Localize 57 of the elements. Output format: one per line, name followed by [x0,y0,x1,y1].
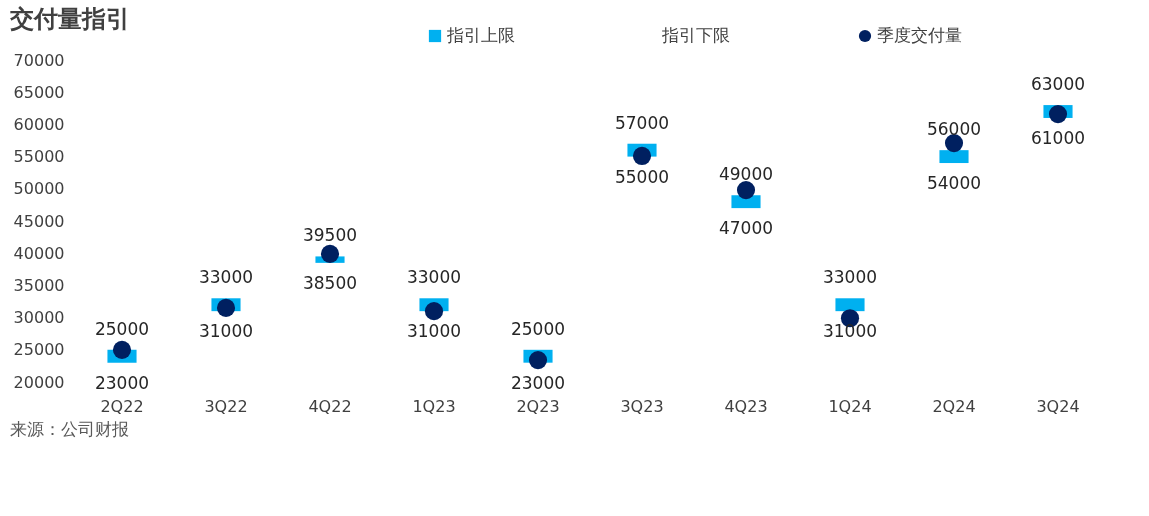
x-tick-label: 2Q22 [100,396,144,416]
annotation: 61000 [1030,127,1086,148]
x-tick-label: 4Q22 [308,396,352,416]
y-tick-label: 25000 [13,340,65,360]
annotation: 39500 [302,225,358,246]
annotation: 33000 [406,267,462,288]
legend-label: 季度交付量 [877,25,962,45]
point [944,134,964,153]
x-tick-label: 4Q23 [724,396,768,416]
annotation: 38500 [302,272,358,293]
y-tick-label: 20000 [13,372,65,392]
annotation: 23000 [94,372,150,393]
annotation: 25000 [510,318,566,339]
y-tick-label: 35000 [13,275,65,295]
point [424,302,444,321]
annotation: 33000 [822,267,878,288]
annotation: 31000 [822,321,878,342]
annotation: 63000 [1030,74,1086,95]
annotation: 54000 [926,173,982,194]
point [632,146,652,166]
point [528,351,548,370]
x-tick-label: 3Q23 [620,396,664,416]
bar [835,298,865,312]
annotation: 57000 [614,112,670,133]
y-tick-label: 45000 [13,211,65,231]
annotation: 23000 [510,372,566,393]
point [736,181,756,200]
annotation: 55000 [614,166,670,187]
annotation: 25000 [94,318,150,339]
x-tick-label: 3Q22 [204,396,248,416]
point [216,298,236,318]
legend-label: 指引上限 [446,25,515,45]
point [320,244,340,263]
y-tick-label: 55000 [13,147,65,167]
source-note: 来源：公司财报 [10,419,129,439]
y-tick-label: 30000 [13,308,65,328]
y-tick-label: 50000 [13,179,65,199]
y-tick-label: 65000 [13,82,65,102]
annotation: 49000 [718,164,774,185]
point [1048,105,1068,124]
x-tick-label: 1Q23 [412,396,456,416]
x-tick-label: 3Q24 [1036,396,1080,416]
annotation: 47000 [718,218,774,239]
annotation: 56000 [926,119,982,140]
annotation: 31000 [198,321,254,342]
annotation: 33000 [198,267,254,288]
bar [939,150,969,164]
y-tick-label: 70000 [13,50,65,70]
y-tick-label: 60000 [13,114,65,134]
annotation: 31000 [406,321,462,342]
y-tick-label: 40000 [13,243,65,263]
point [112,340,132,359]
x-tick-label: 2Q24 [932,396,976,416]
x-tick-label: 2Q23 [516,396,560,416]
x-tick-label: 1Q24 [828,396,872,416]
text: 指引下限 [661,25,730,45]
chart-title: 交付量指引 [9,5,130,33]
